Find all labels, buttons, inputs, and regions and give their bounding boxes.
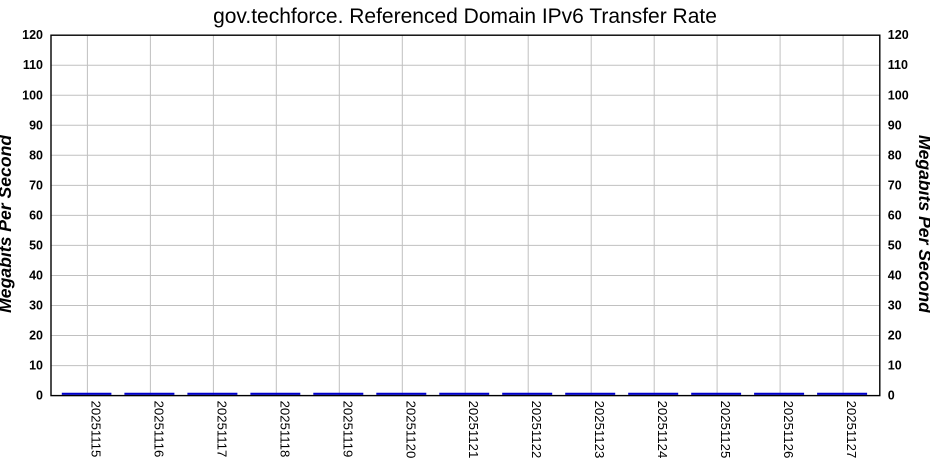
svg-text:20251125: 20251125 xyxy=(718,401,733,459)
svg-text:60: 60 xyxy=(29,208,43,222)
svg-text:20251126: 20251126 xyxy=(781,401,796,459)
svg-text:110: 110 xyxy=(23,58,43,72)
svg-text:70: 70 xyxy=(29,178,43,192)
svg-text:40: 40 xyxy=(888,269,902,283)
svg-text:20251121: 20251121 xyxy=(466,401,481,459)
svg-text:20: 20 xyxy=(888,329,902,343)
svg-text:90: 90 xyxy=(29,118,43,132)
svg-text:20: 20 xyxy=(29,329,43,343)
svg-text:20251122: 20251122 xyxy=(529,401,544,459)
svg-text:30: 30 xyxy=(29,299,43,313)
svg-text:Megabits Per Second: Megabits Per Second xyxy=(0,134,15,313)
svg-text:50: 50 xyxy=(888,238,902,252)
svg-text:90: 90 xyxy=(888,118,902,132)
svg-text:10: 10 xyxy=(29,359,43,373)
svg-text:40: 40 xyxy=(29,269,43,283)
svg-text:20251115: 20251115 xyxy=(88,401,103,458)
svg-text:10: 10 xyxy=(888,359,902,373)
svg-text:gov.techforce. Referenced Doma: gov.techforce. Referenced Domain IPv6 Tr… xyxy=(213,5,717,28)
svg-text:20251117: 20251117 xyxy=(214,401,229,458)
svg-text:0: 0 xyxy=(888,389,895,403)
svg-text:20251116: 20251116 xyxy=(151,401,166,458)
svg-text:100: 100 xyxy=(22,88,43,102)
svg-text:0: 0 xyxy=(36,389,43,403)
svg-text:80: 80 xyxy=(888,148,902,162)
svg-text:110: 110 xyxy=(888,58,908,72)
svg-text:20251124: 20251124 xyxy=(655,401,670,459)
svg-text:50: 50 xyxy=(29,238,43,252)
svg-text:80: 80 xyxy=(29,148,43,162)
svg-text:20251127: 20251127 xyxy=(844,401,859,459)
svg-text:30: 30 xyxy=(888,299,902,313)
svg-text:100: 100 xyxy=(888,88,909,102)
svg-text:120: 120 xyxy=(888,28,909,42)
svg-text:20251123: 20251123 xyxy=(592,401,607,459)
svg-text:20251119: 20251119 xyxy=(340,401,355,458)
svg-text:60: 60 xyxy=(888,208,902,222)
svg-text:Megabits Per Second: Megabits Per Second xyxy=(915,135,930,314)
svg-text:70: 70 xyxy=(888,178,902,192)
svg-text:20251120: 20251120 xyxy=(403,401,418,459)
svg-text:120: 120 xyxy=(22,28,43,42)
svg-text:20251118: 20251118 xyxy=(277,401,292,458)
